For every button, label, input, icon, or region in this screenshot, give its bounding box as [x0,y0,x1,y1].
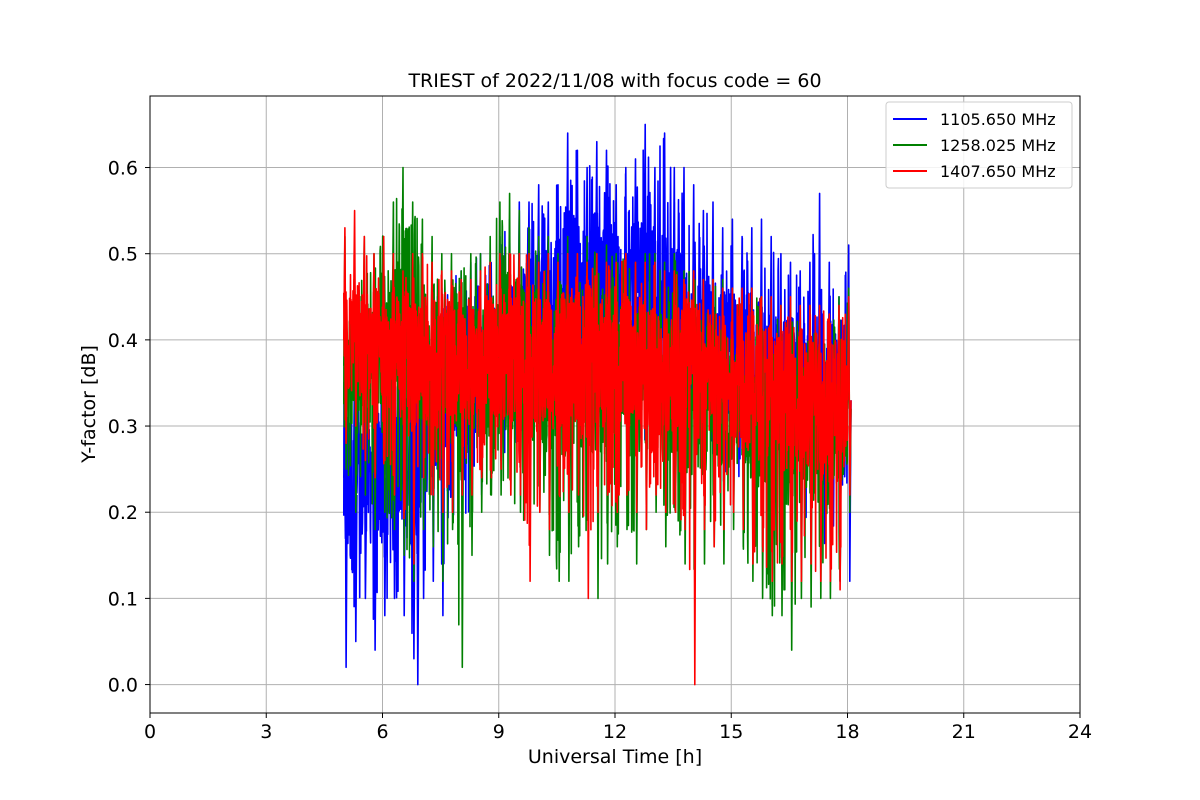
legend-label-1105: 1105.650 MHz [940,110,1056,129]
series-layer [343,123,852,686]
x-tick-label: 24 [1068,721,1092,743]
legend-label-1407: 1407.650 MHz [940,162,1056,181]
legend: 1105.650 MHz 1258.025 MHz 1407.650 MHz [885,101,1073,189]
series-line-1407-650 [343,209,852,686]
y-axis-label: Y-factor [dB] [78,345,100,464]
legend-box [885,101,1073,189]
y-tick-label: 0.0 [108,675,138,697]
y-tick-label: 0.1 [108,588,138,610]
x-tick-label: 15 [719,721,743,743]
chart-title: TRIEST of 2022/11/08 with focus code = 6… [407,70,821,92]
y-tick-label: 0.2 [108,502,138,524]
x-tick-label: 6 [376,721,388,743]
x-tick-label: 3 [260,721,272,743]
x-tick-label: 0 [144,721,156,743]
x-tick-label: 9 [493,721,505,743]
y-tick-label: 0.3 [108,416,138,438]
y-tick-label: 0.4 [108,330,138,352]
x-axis-label: Universal Time [h] [528,746,702,768]
x-tick-label: 18 [835,721,859,743]
y-tick-label: 0.5 [108,244,138,266]
y-tick-label: 0.6 [108,158,138,180]
legend-label-1258: 1258.025 MHz [940,136,1056,155]
x-tick-label: 21 [952,721,976,743]
ticks: 0 3 6 9 12 15 18 21 24 0.0 0.1 0.2 0.3 0.4 0.5 0.6 [108,158,1092,743]
x-tick-label: 12 [603,721,627,743]
